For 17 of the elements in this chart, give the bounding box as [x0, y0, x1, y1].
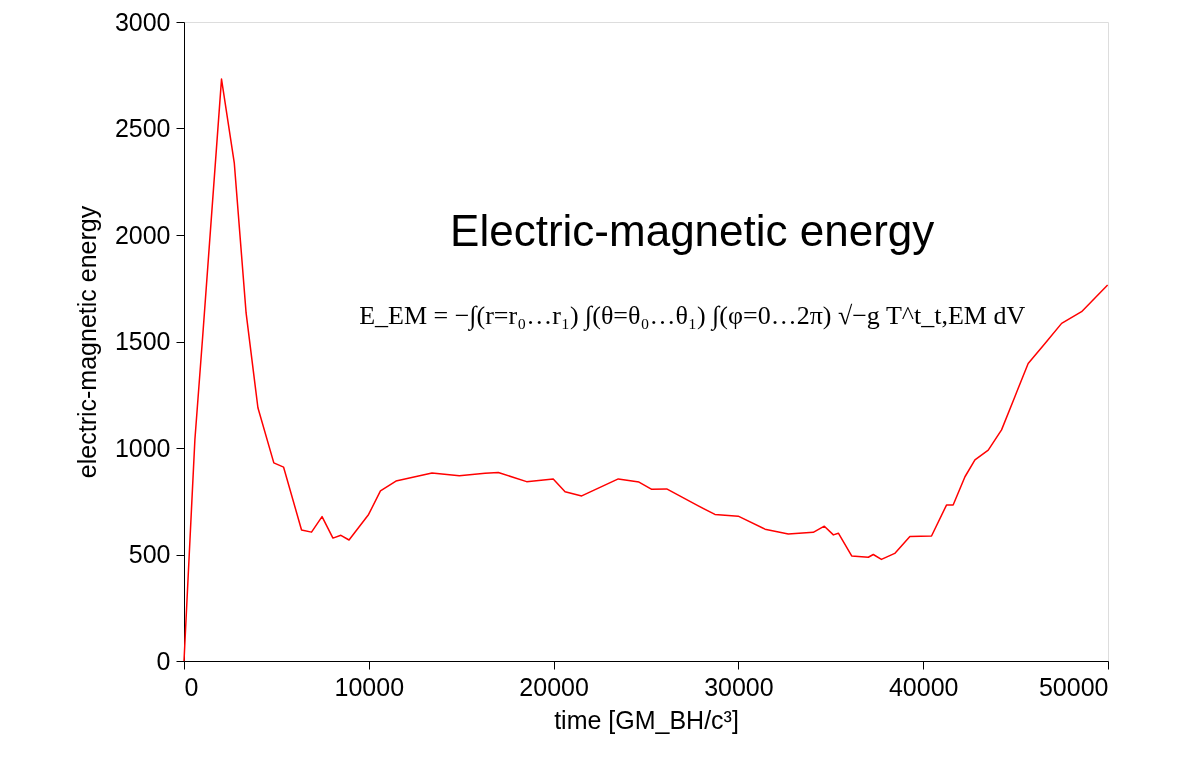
annotation: Electric-magnetic energy [450, 205, 935, 255]
y-tick-label: 3000 [114, 7, 171, 36]
x-tick-label: 50000 [1038, 672, 1109, 701]
x-tick-label: 20000 [519, 672, 589, 701]
y-tick-label: 2000 [114, 220, 171, 249]
y-tick-label: 0 [156, 646, 171, 675]
x-tick-label: 10000 [334, 672, 405, 701]
y-axis-title: electric-magnetic energy [72, 205, 101, 479]
y-tick-label: 1500 [114, 327, 171, 355]
annotation: E_EM = −∫(r=r₀…r₁) ∫(θ=θ₀…θ₁) ∫(φ=0…2π) √−g T^t_t,EM dV [359, 300, 1026, 331]
y-tick-label: 1000 [114, 433, 171, 462]
y-tick-label: 2500 [114, 114, 171, 142]
y-tick-label: 500 [128, 540, 171, 568]
x-axis-title: time [GM_BH/c³] [554, 705, 739, 734]
x-tick-label: 40000 [888, 672, 959, 701]
x-tick-label: 30000 [704, 672, 774, 701]
x-tick-label: 0 [184, 672, 199, 701]
